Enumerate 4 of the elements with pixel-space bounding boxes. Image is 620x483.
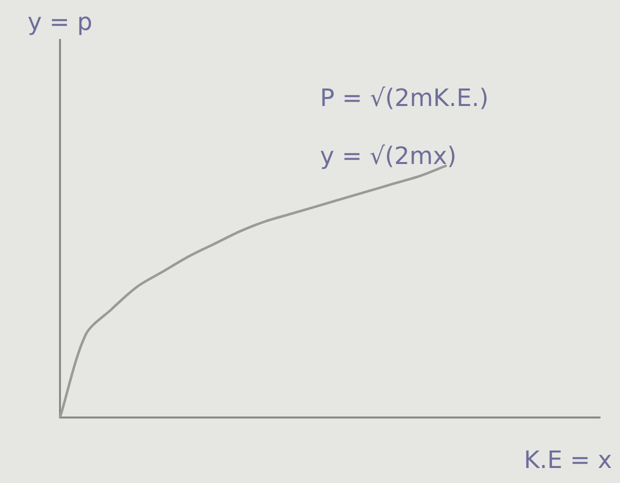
text: y = p <box>28 8 92 36</box>
x-axis-title: K.E = x <box>524 446 612 474</box>
annotation: y = √(2mx) <box>320 142 456 170</box>
text: P = √(2mK.E.) <box>320 84 489 112</box>
